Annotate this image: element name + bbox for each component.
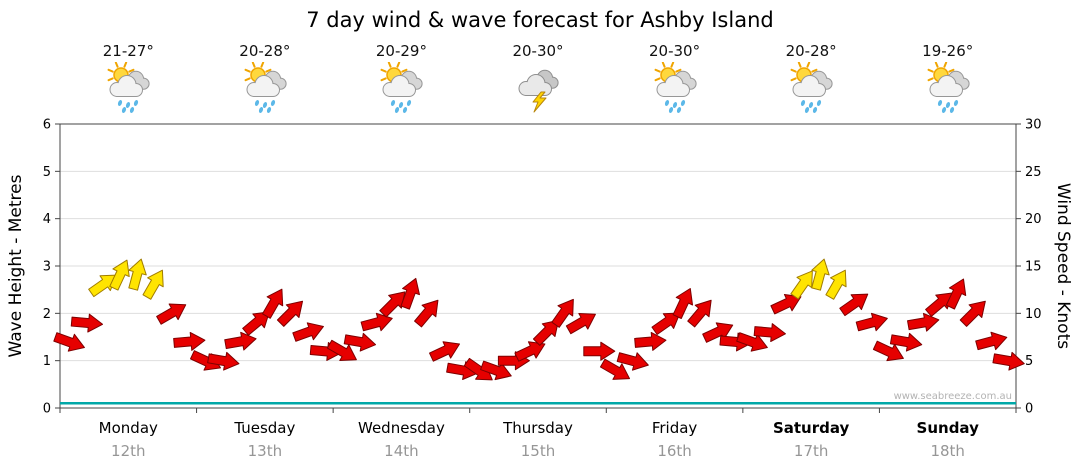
svg-text:5: 5 — [43, 165, 51, 180]
thunderstorm-icon — [518, 69, 559, 113]
svg-text:4: 4 — [43, 212, 51, 227]
day-label: Monday — [98, 419, 158, 437]
day-label: Sunday — [916, 419, 979, 437]
day-temp-range: 20-28° — [785, 42, 837, 60]
day-date: 12th — [111, 442, 146, 460]
day-date: 14th — [384, 442, 419, 460]
day-temp-range: 20-28° — [239, 42, 291, 60]
day-date: 13th — [247, 442, 283, 460]
day-temp-range: 19-26° — [922, 42, 974, 60]
sun-cloud-showers-icon — [927, 62, 970, 113]
sun-cloud-showers-icon — [654, 62, 697, 113]
sun-cloud-showers-icon — [244, 62, 287, 113]
day-date: 17th — [793, 442, 829, 460]
day-date: 18th — [930, 442, 965, 460]
day-temp-range: 20-29° — [375, 42, 427, 60]
day-label: Thursday — [503, 419, 573, 437]
svg-text:10: 10 — [1025, 307, 1042, 322]
page-title: 7 day wind & wave forecast for Ashby Isl… — [306, 8, 774, 32]
svg-text:15: 15 — [1025, 260, 1042, 275]
svg-text:0: 0 — [43, 402, 51, 417]
day-label: Tuesday — [234, 419, 296, 437]
day-label: Saturday — [772, 419, 850, 437]
day-label: Friday — [651, 419, 698, 437]
sun-cloud-showers-icon — [380, 62, 424, 113]
svg-text:5: 5 — [1025, 354, 1033, 369]
svg-text:2: 2 — [43, 307, 51, 322]
day-date: 16th — [657, 442, 692, 460]
sun-cloud-showers-icon — [107, 62, 150, 113]
sun-cloud-showers-icon — [790, 62, 833, 113]
svg-text:25: 25 — [1025, 165, 1042, 180]
day-label: Wednesday — [358, 419, 445, 437]
left-axis-label: Wave Height - Metres — [6, 174, 26, 358]
svg-text:6: 6 — [43, 118, 51, 133]
svg-text:30: 30 — [1025, 118, 1042, 133]
day-temp-range: 20-30° — [649, 42, 701, 60]
svg-text:3: 3 — [43, 260, 51, 275]
watermark: www.seabreeze.com.au — [893, 391, 1012, 402]
day-temp-range: 20-30° — [512, 42, 564, 60]
svg-text:0: 0 — [1025, 402, 1033, 417]
svg-text:1: 1 — [43, 354, 51, 369]
day-date: 15th — [520, 442, 556, 460]
right-axis-label: Wind Speed - Knots — [1053, 182, 1073, 350]
day-temp-range: 21-27° — [102, 42, 154, 60]
svg-text:20: 20 — [1025, 212, 1042, 227]
